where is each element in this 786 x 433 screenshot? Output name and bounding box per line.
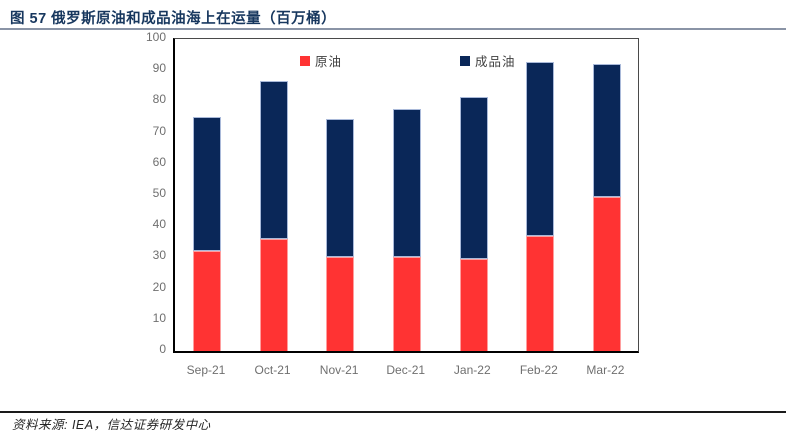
y-tick-label-50: 50 (152, 186, 166, 200)
bar-segment-products-Feb-22 (526, 62, 555, 236)
bar-segment-crude-Mar-22 (592, 196, 621, 351)
source-note: 资料来源: IEA，信达证券研发中心 (12, 418, 211, 432)
bar-segment-crude-Oct-21 (259, 238, 288, 351)
y-tick-label-40: 40 (152, 217, 166, 232)
y-tick-label-20: 20 (152, 279, 166, 294)
y-tick-label-90: 90 (152, 61, 166, 76)
legend-item-crude: 原油 (300, 51, 342, 70)
bar-segment-crude-Dec-21 (393, 257, 421, 351)
bar-segment-products-Sep-21 (193, 117, 222, 252)
legend-swatch-crude (300, 55, 310, 66)
x-tick-label-Nov-21: Nov-21 (319, 363, 359, 377)
x-tick-label-Sep-21: Sep-21 (186, 363, 226, 377)
legend-swatch-products (460, 55, 470, 66)
bar-segment-crude-Nov-21 (326, 257, 355, 351)
title-divider-line (0, 28, 786, 30)
figure-title: 图 57 俄罗斯原油和成品油海上在运量（百万桶） (10, 11, 337, 27)
bar-segment-products-Jan-22 (459, 96, 488, 259)
y-tick-label-60: 60 (152, 154, 166, 169)
y-tick-label-0: 0 (159, 342, 166, 356)
bar-segment-crude-Sep-21 (193, 251, 222, 351)
legend-label-crude: 原油 (315, 55, 343, 69)
footer-divider-line (0, 411, 786, 413)
bar-segment-products-Dec-21 (393, 109, 421, 258)
x-tick-label-Dec-21: Dec-21 (386, 363, 426, 377)
bar-segment-products-Nov-21 (326, 118, 355, 258)
x-tick-label-Jan-22: Jan-22 (453, 363, 491, 377)
x-tick-label-Mar-22: Mar-22 (586, 363, 625, 377)
legend-label-products: 成品油 (475, 55, 516, 69)
legend-item-products: 成品油 (460, 51, 516, 70)
y-tick-label-100: 100 (145, 30, 166, 44)
chart-legend: 原油 成品油 (175, 51, 638, 70)
bar-segment-crude-Feb-22 (526, 235, 555, 351)
plot-area: 原油 成品油 (173, 38, 639, 353)
y-tick-label-30: 30 (152, 248, 166, 263)
y-tick-label-70: 70 (152, 123, 166, 138)
bar-segment-products-Mar-22 (592, 63, 621, 197)
bar-segment-products-Oct-21 (259, 81, 288, 239)
bar-segment-crude-Jan-22 (459, 258, 488, 351)
y-tick-label-10: 10 (152, 310, 166, 325)
x-tick-label-Feb-22: Feb-22 (519, 363, 558, 377)
y-tick-label-80: 80 (152, 92, 166, 107)
x-tick-label-Oct-21: Oct-21 (254, 363, 291, 377)
